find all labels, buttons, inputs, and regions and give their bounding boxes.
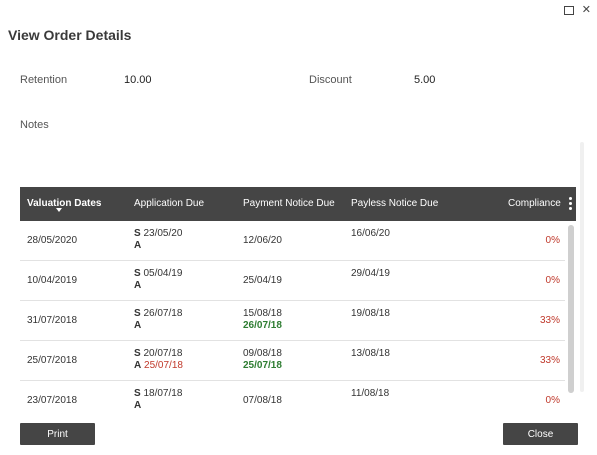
payment-notice-due: 09/08/18 25/07/18 — [243, 348, 282, 372]
application-due: S 05/04/19 A — [134, 268, 182, 292]
payment-notice-due: 15/08/18 26/07/18 — [243, 308, 282, 332]
compliance-value: 0% — [545, 235, 560, 246]
grid-scrollbar[interactable] — [568, 225, 574, 393]
print-button[interactable]: Print — [20, 423, 95, 445]
dialog-scrollbar[interactable] — [580, 142, 584, 392]
table-row[interactable]: 10/04/2019 S 05/04/19 A 25/04/19 29/04/19 0% — [20, 261, 565, 301]
payment-notice-date: 12/06/20 — [243, 235, 282, 246]
maximize-icon[interactable] — [563, 6, 574, 15]
valuation-date: 10/04/2019 — [27, 275, 78, 286]
payment-notice-due: 12/06/20 — [243, 235, 282, 246]
payment-notice-date: 25/04/19 — [243, 275, 282, 286]
payment-notice-actual: 26/07/18 — [243, 320, 282, 331]
s-marker: S — [134, 308, 141, 319]
grid-header: Valuation Dates Application Due Payment … — [20, 187, 576, 221]
application-actual: 25/07/18 — [144, 360, 183, 371]
valuation-date: 25/07/2018 — [27, 355, 78, 366]
payless-notice-due: 11/08/18 — [351, 388, 390, 399]
compliance-value: 33% — [539, 355, 560, 366]
window-controls: ✕ — [563, 4, 591, 16]
payment-notice-due: 07/08/18 — [243, 395, 282, 406]
discount-value: 5.00 — [414, 74, 436, 86]
application-due: S 18/07/18 A — [134, 388, 182, 412]
dialog-title: View Order Details — [8, 27, 132, 43]
valuation-grid: Valuation Dates Application Due Payment … — [20, 187, 576, 415]
s-marker: S — [134, 348, 141, 359]
notes-label: Notes — [20, 119, 49, 131]
table-row[interactable]: 28/05/2020 S 23/05/20 A 12/06/20 16/06/20 0% — [20, 221, 565, 261]
a-marker: A — [134, 240, 142, 251]
col-valuation-dates[interactable]: Valuation Dates — [27, 198, 102, 209]
col-compliance[interactable]: Compliance — [508, 198, 561, 209]
s-marker: S — [134, 228, 141, 239]
table-row[interactable]: 31/07/2018 S 26/07/18 A 15/08/18 26/07/18 19… — [20, 301, 565, 341]
payless-notice-due: 19/08/18 — [351, 308, 390, 319]
retention-value: 10.00 — [124, 74, 152, 86]
payless-notice-due: 13/08/18 — [351, 348, 390, 359]
close-button[interactable]: Close — [503, 423, 578, 445]
s-marker: S — [134, 388, 141, 399]
discount-label: Discount — [309, 74, 352, 86]
application-scheduled: 05/04/19 — [143, 268, 183, 279]
payment-notice-date: 09/08/18 — [243, 348, 282, 359]
application-scheduled: 20/07/18 — [143, 348, 183, 359]
compliance-value: 0% — [545, 395, 560, 406]
payment-notice-date: 07/08/18 — [243, 395, 282, 406]
retention-label: Retention — [20, 74, 68, 86]
compliance-value: 0% — [545, 275, 560, 286]
payment-notice-actual: 25/07/18 — [243, 360, 282, 371]
a-marker: A — [134, 320, 142, 331]
s-marker: S — [134, 268, 141, 279]
a-marker: A — [134, 360, 142, 371]
compliance-value: 33% — [539, 315, 560, 326]
payless-notice-due: 16/06/20 — [351, 228, 390, 239]
column-menu-icon[interactable] — [569, 197, 572, 212]
close-icon[interactable]: ✕ — [581, 4, 591, 16]
valuation-date: 31/07/2018 — [27, 315, 78, 326]
payless-notice-due: 29/04/19 — [351, 268, 390, 279]
table-row[interactable]: 25/07/2018 S 20/07/18 A 25/07/18 09/08/18 25… — [20, 341, 565, 381]
col-payless-notice-due[interactable]: Payless Notice Due — [351, 198, 439, 209]
a-marker: A — [134, 400, 142, 411]
application-due: S 23/05/20 A — [134, 228, 182, 252]
application-scheduled: 18/07/18 — [143, 388, 183, 399]
application-due: S 26/07/18 A — [134, 308, 182, 332]
payment-notice-due: 25/04/19 — [243, 275, 282, 286]
application-scheduled: 26/07/18 — [143, 308, 183, 319]
grid-scrollbar-thumb[interactable] — [568, 225, 574, 393]
a-marker: A — [134, 280, 142, 291]
application-due: S 20/07/18 A 25/07/18 — [134, 348, 183, 372]
table-row[interactable]: 23/07/2018 S 18/07/18 A 07/08/18 11/08/18 0% — [20, 381, 565, 415]
application-scheduled: 23/05/20 — [143, 228, 183, 239]
col-payment-notice-due[interactable]: Payment Notice Due — [243, 198, 335, 209]
valuation-date: 23/07/2018 — [27, 395, 78, 406]
col-application-due[interactable]: Application Due — [134, 198, 205, 209]
payment-notice-date: 15/08/18 — [243, 308, 282, 319]
sort-desc-icon — [56, 208, 62, 212]
valuation-date: 28/05/2020 — [27, 235, 78, 246]
